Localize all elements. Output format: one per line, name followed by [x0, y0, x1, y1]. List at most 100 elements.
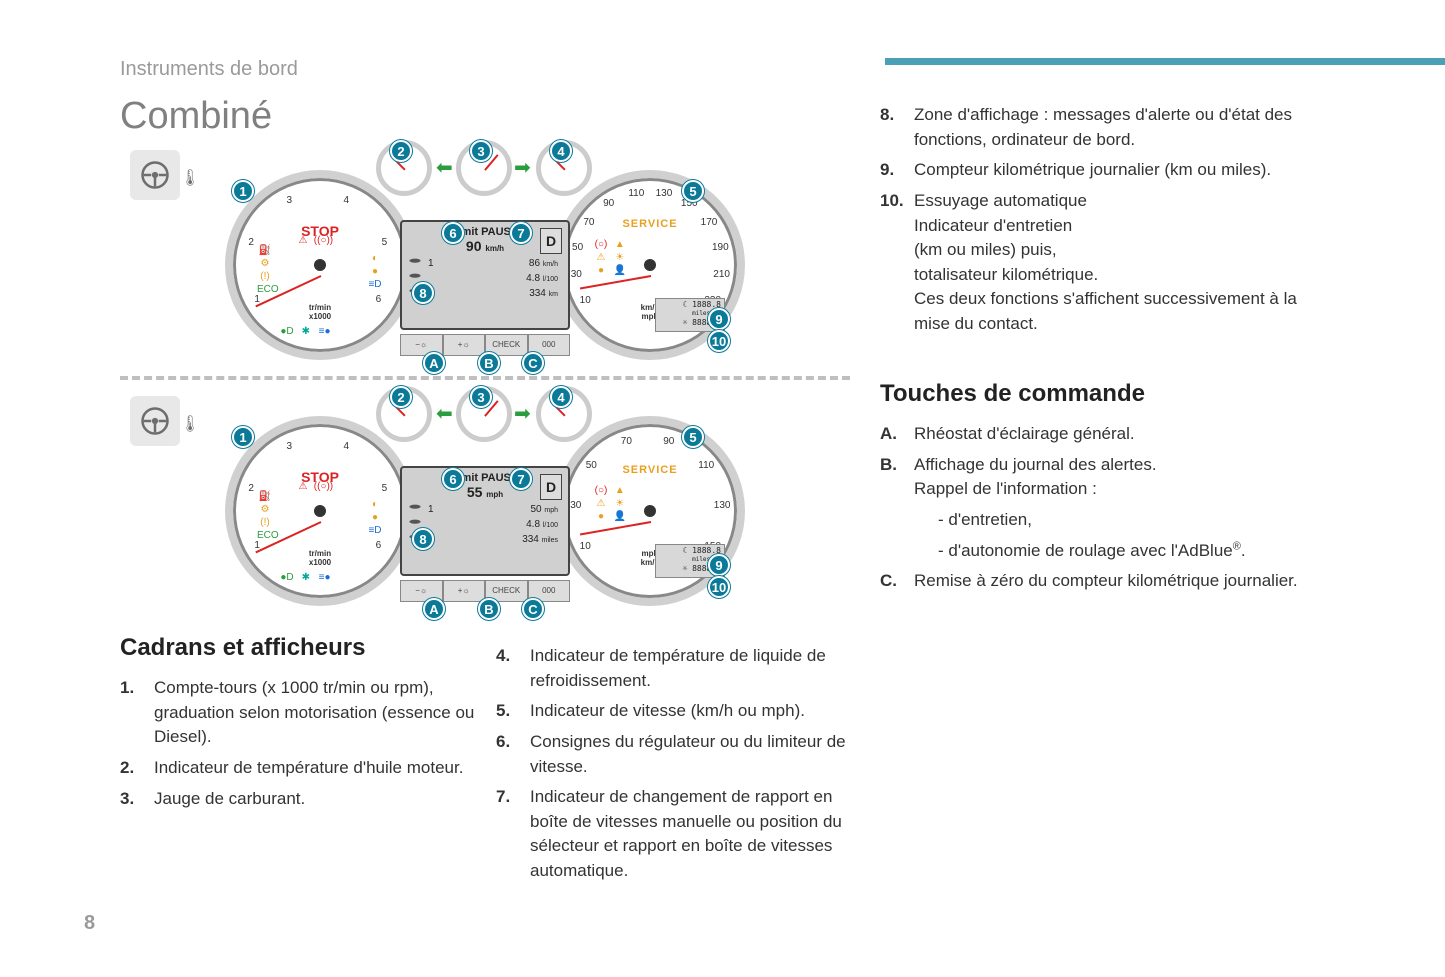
right-turn-arrow-icon: ➡: [514, 155, 531, 180]
tacho-unit-label: tr/min x1000: [233, 304, 407, 322]
section-cadrans-left: Cadrans et afficheurs 1.Compte-tours (x …: [120, 634, 480, 817]
left-turn-arrow-icon: ⬅: [436, 155, 453, 180]
dashboard-diagram: 🌡 123456 STOP tr/min x1000 ⛽ ⚙ (!) ECO ⚠…: [120, 140, 850, 620]
manual-page: Instruments de bord Combiné 8 🌡 123456 S…: [0, 0, 1445, 977]
item-text: Indicateur de changement de rapport en b…: [530, 785, 846, 884]
warning-icons-mid: ⚠ ((○)): [295, 234, 330, 247]
callout-number-2: 2: [390, 140, 412, 162]
service-warning-label: SERVICE: [563, 218, 737, 230]
item-text: Zone d'affichage : messages d'alerte ou …: [914, 103, 1300, 152]
list-item: 2.Indicateur de température d'huile mote…: [120, 756, 480, 781]
section-touches: Touches de commande A.Rhéostat d'éclaira…: [880, 380, 1310, 600]
callout-number-6: 6: [442, 222, 464, 244]
item-text: - d'entretien,: [938, 508, 1032, 533]
item-text: Remise à zéro du compteur kilométrique j…: [914, 569, 1298, 594]
item-number: 4.: [496, 644, 530, 693]
info-row: 186 km/h: [408, 256, 562, 271]
callout-number-5: 5: [682, 180, 704, 202]
header-accent-bar: [885, 58, 1445, 65]
list-item: 7.Indicateur de changement de rapport en…: [496, 785, 846, 884]
list-item: - d'autonomie de roulage avec l'AdBlue®.: [904, 539, 1310, 564]
info-row: 4.8 l/100: [408, 271, 562, 286]
warning-icons-right: ◐ ● ≡D: [367, 498, 383, 537]
callout-number-8: 8: [412, 282, 434, 304]
control-button[interactable]: +☼: [443, 580, 486, 602]
list-item: 8.Zone d'affichage : messages d'alerte o…: [880, 103, 1300, 152]
item-number: 5.: [496, 699, 530, 724]
cluster-divider: [120, 376, 850, 380]
item-number: [904, 539, 938, 564]
gear-indicator: D: [540, 474, 562, 500]
list-item: 1.Compte-tours (x 1000 tr/min ou rpm), g…: [120, 676, 480, 750]
section-cadrans-mid: 4.Indicateur de température de liquide d…: [496, 636, 846, 890]
indicator-icons-bottom: ●D ✱ ≡●: [279, 571, 333, 584]
item-text: Indicateur de température de liquide de …: [530, 644, 846, 693]
callout-number-10: 10: [708, 576, 730, 598]
speedo-needle: [580, 521, 651, 535]
callout-number-5: 5: [682, 426, 704, 448]
list-item: 10.Essuyage automatique Indicateur d'ent…: [880, 189, 1300, 337]
warning-icons-left: ⛽ ⚙ (!) ECO: [257, 490, 273, 542]
list-item: 6.Consignes du régulateur ou du limiteur…: [496, 730, 846, 779]
indicator-icons-bottom: ●D ✱ ≡●: [279, 325, 333, 338]
center-info-screen: D Limit PAUSE 55 mph 150 mph 4.8 l/100 3…: [400, 466, 570, 576]
callout-number-3: 3: [470, 140, 492, 162]
callout-number-7: 7: [510, 222, 532, 244]
cadrans-title: Cadrans et afficheurs: [120, 634, 480, 662]
callout-number-6: 6: [442, 468, 464, 490]
callout-letter-B: B: [478, 352, 500, 374]
item-number: 6.: [496, 730, 530, 779]
item-text: Jauge de carburant.: [154, 787, 305, 812]
callout-number-10: 10: [708, 330, 730, 352]
list-item: 9.Compteur kilométrique journalier (km o…: [880, 158, 1300, 183]
list-item: A.Rhéostat d'éclairage général.: [880, 422, 1310, 447]
item-text: - d'autonomie de roulage avec l'AdBlue®.: [938, 539, 1246, 564]
item-number: 3.: [120, 787, 154, 812]
item-text: Indicateur de vitesse (km/h ou mph).: [530, 699, 805, 724]
steering-wheel-icon: [130, 150, 180, 200]
section-cadrans-right: 8.Zone d'affichage : messages d'alerte o…: [880, 95, 1300, 343]
speedo-warning-icons: (○) ▲ ⚠ ☀ ● 👤: [593, 484, 628, 523]
speedo-needle: [580, 275, 651, 289]
right-turn-arrow-icon: ➡: [514, 401, 531, 426]
item-text: Compteur kilométrique journalier (km ou …: [914, 158, 1271, 183]
limiter-speed: 90 km/h: [408, 238, 562, 254]
callout-number-1: 1: [232, 180, 254, 202]
control-button[interactable]: +☼: [443, 334, 486, 356]
item-number: B.: [880, 453, 914, 502]
service-warning-label: SERVICE: [563, 464, 737, 476]
warning-icons-left: ⛽ ⚙ (!) ECO: [257, 244, 273, 296]
gear-indicator: D: [540, 228, 562, 254]
warning-icons-mid: ⚠ ((○)): [295, 480, 330, 493]
callout-number-9: 9: [708, 554, 730, 576]
list-item: - d'entretien,: [904, 508, 1310, 533]
info-row: 4.8 l/100: [408, 517, 562, 532]
item-number: C.: [880, 569, 914, 594]
limiter-label: Limit PAUSE: [408, 226, 562, 238]
callout-letter-A: A: [423, 352, 445, 374]
list-item: C.Remise à zéro du compteur kilométrique…: [880, 569, 1310, 594]
item-text: Affichage du journal des alertes. Rappel…: [914, 453, 1157, 502]
item-number: 8.: [880, 103, 914, 152]
callout-letter-B: B: [478, 598, 500, 620]
thermometer-icon: 🌡: [180, 168, 200, 188]
page-number: 8: [84, 912, 95, 935]
callout-letter-A: A: [423, 598, 445, 620]
callout-number-4: 4: [550, 140, 572, 162]
warning-icons-right: ◐ ● ≡D: [367, 252, 383, 291]
item-number: 1.: [120, 676, 154, 750]
steering-wheel-icon: [130, 396, 180, 446]
center-info-screen: D Limit PAUSE 90 km/h 186 km/h 4.8 l/100…: [400, 220, 570, 330]
item-text: Compte-tours (x 1000 tr/min ou rpm), gra…: [154, 676, 480, 750]
thermometer-icon: 🌡: [180, 414, 200, 434]
item-text: Rhéostat d'éclairage général.: [914, 422, 1135, 447]
callout-number-9: 9: [708, 308, 730, 330]
list-item: 5.Indicateur de vitesse (km/h ou mph).: [496, 699, 846, 724]
list-item: 4.Indicateur de température de liquide d…: [496, 644, 846, 693]
callout-number-1: 1: [232, 426, 254, 448]
instrument-cluster-kmh: 🌡 123456 STOP tr/min x1000 ⛽ ⚙ (!) ECO ⚠…: [120, 140, 850, 370]
section-header: Instruments de bord: [120, 58, 298, 81]
item-number: A.: [880, 422, 914, 447]
item-text: Essuyage automatique Indicateur d'entret…: [914, 189, 1300, 337]
callout-number-4: 4: [550, 386, 572, 408]
